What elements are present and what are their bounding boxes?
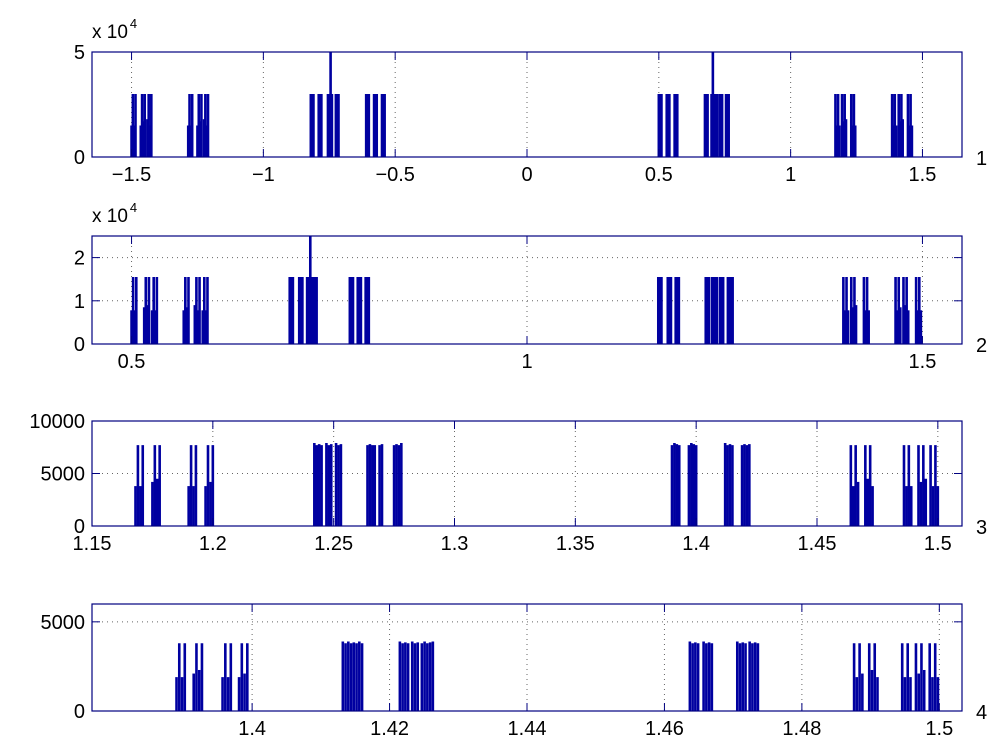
y-tick-label: 0 xyxy=(74,147,85,169)
x-tick-label: 1.44 xyxy=(508,718,547,740)
y-exponent-superscript: 4 xyxy=(130,200,137,215)
y-exponent-label: x 10 xyxy=(92,206,128,227)
plot-area xyxy=(92,236,962,344)
y-tick-label: 10000 xyxy=(29,411,85,433)
x-tick-label: 1.5 xyxy=(925,718,953,740)
panel-number-label: 2 xyxy=(976,335,987,357)
panel-number-label: 1 xyxy=(976,148,987,170)
panel-number-label: 4 xyxy=(976,702,987,724)
x-tick-label: 1.5 xyxy=(909,164,937,186)
panel-1: −1.5 −1 −0.5 0 0.5 1 1.5 0 5 x 10 4 1 xyxy=(74,16,987,186)
x-tick-label: 1.2 xyxy=(199,533,227,555)
y-exponent-superscript: 4 xyxy=(130,16,137,31)
x-tick-label: 1 xyxy=(521,351,532,373)
panel-2: 0.5 1 1.5 0 1 2 x 10 4 2 xyxy=(74,200,987,373)
x-tick-label: 1.46 xyxy=(645,718,684,740)
x-tick-label: 0.5 xyxy=(118,351,146,373)
y-tick-label: 5000 xyxy=(41,464,86,486)
y-tick-label: 5000 xyxy=(41,612,86,634)
y-tick-label: 0 xyxy=(74,334,85,356)
panel-number-label: 3 xyxy=(976,517,987,539)
x-tick-label: 1.25 xyxy=(314,533,353,555)
x-tick-label: −0.5 xyxy=(375,164,414,186)
y-tick-label: 5 xyxy=(74,42,85,64)
y-exponent-label: x 10 xyxy=(92,22,128,43)
x-tick-label: −1 xyxy=(252,164,275,186)
x-tick-label: −1.5 xyxy=(112,164,151,186)
x-tick-label: 0.5 xyxy=(645,164,673,186)
x-tick-label: 1.4 xyxy=(238,718,266,740)
x-tick-label: 1 xyxy=(785,164,796,186)
x-tick-label: 1.45 xyxy=(798,533,837,555)
x-tick-label: 1.5 xyxy=(909,351,937,373)
x-tick-label: 1.42 xyxy=(370,718,409,740)
x-tick-label: 1.35 xyxy=(556,533,595,555)
plot-area xyxy=(92,52,962,157)
x-tick-label: 1.4 xyxy=(682,533,710,555)
y-tick-label: 0 xyxy=(74,516,85,538)
panel-4: 1.4 1.42 1.44 1.46 1.48 1.5 0 5000 4 xyxy=(41,603,987,740)
y-tick-label: 2 xyxy=(74,248,85,270)
x-tick-label: 1.48 xyxy=(782,718,821,740)
x-tick-label: 1.3 xyxy=(441,533,469,555)
x-tick-label: 0 xyxy=(521,164,532,186)
x-tick-label: 1.15 xyxy=(73,533,112,555)
panel-3: 1.15 1.2 1.25 1.3 1.35 1.4 1.45 1.5 0 5000 10000 3 xyxy=(29,411,987,555)
x-tick-label: 1.5 xyxy=(924,533,952,555)
y-tick-label: 1 xyxy=(74,291,85,313)
y-tick-label: 0 xyxy=(74,701,85,723)
